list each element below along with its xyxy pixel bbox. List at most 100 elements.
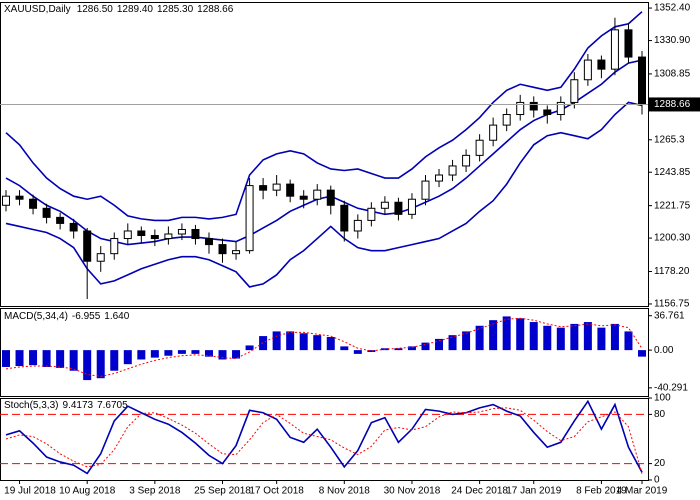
candle-body	[42, 207, 51, 218]
candle-body	[56, 216, 65, 224]
x-tick-label: 8 Feb 2019	[576, 486, 627, 497]
candle-body	[516, 101, 525, 116]
candle-body	[245, 185, 254, 252]
macd-bar	[340, 346, 349, 351]
candle-body	[232, 250, 241, 255]
candle-body	[326, 189, 335, 206]
bollinger-band	[5, 101, 643, 288]
y-tick-label: 1308.85	[654, 69, 691, 80]
candle-body	[353, 219, 362, 232]
macd-bar	[489, 320, 498, 351]
panel-frame	[0, 2, 649, 307]
candle-body	[83, 230, 92, 262]
y-tick-label: 1200.30	[654, 233, 691, 244]
macd-bar	[313, 335, 322, 351]
macd-bar	[502, 316, 511, 351]
candle-body	[313, 189, 322, 200]
candle-body	[597, 59, 606, 70]
macd-bar	[191, 350, 200, 354]
candle-body	[259, 185, 268, 191]
y-tick-label: 1243.85	[654, 167, 691, 178]
macd-bar	[15, 350, 24, 367]
candle-body	[610, 29, 619, 70]
macd-bar	[286, 331, 295, 351]
candle-body	[489, 124, 498, 141]
macd-bar	[245, 345, 254, 351]
candle-body	[191, 228, 200, 240]
y-tick-label: 1330.90	[654, 35, 691, 46]
candle-body	[299, 195, 308, 200]
candle-body	[556, 101, 565, 116]
y-tick-label: 80	[654, 409, 666, 420]
stoch-line	[5, 399, 643, 475]
macd-bar	[394, 348, 403, 351]
x-tick-label: 30 Nov 2018	[384, 486, 441, 497]
macd-bar	[462, 331, 471, 351]
macd-bar	[367, 350, 376, 352]
candle-body	[462, 154, 471, 167]
candle-body	[150, 235, 159, 240]
macd-bar	[435, 338, 444, 351]
candle-body	[529, 101, 538, 111]
candle-body	[69, 222, 78, 232]
macd-bar	[421, 342, 430, 351]
candle-body	[272, 183, 281, 191]
candle-body	[177, 228, 186, 235]
macd-bar	[543, 325, 552, 351]
y-tick-label: 0	[654, 475, 660, 486]
macd-bar	[407, 346, 416, 351]
candle-body	[624, 29, 633, 58]
y-tick-label: 100	[654, 393, 671, 404]
macd-bar	[516, 318, 525, 351]
candle-body	[218, 244, 227, 255]
candle-body	[286, 183, 295, 197]
macd-bar	[96, 350, 105, 379]
candle-body	[407, 198, 416, 215]
candle-body	[543, 109, 552, 116]
macd-bar	[83, 350, 92, 381]
candle-body	[123, 230, 132, 240]
y-tick-label: -40.291	[654, 382, 688, 393]
macd-bar	[137, 350, 146, 360]
candle-body	[421, 180, 430, 200]
macd-bar	[529, 322, 538, 351]
macd-bar	[177, 350, 186, 354]
candle-body	[435, 174, 444, 182]
macd-bar	[69, 350, 78, 371]
x-tick-label: 3 Sep 2018	[129, 486, 181, 497]
x-tick-label: 4 Mar 2019	[617, 486, 668, 497]
macd-bar	[299, 333, 308, 351]
candle-body	[29, 198, 38, 209]
candle-body	[367, 207, 376, 221]
candle-body	[204, 238, 213, 246]
candle-body	[2, 195, 10, 206]
macd-bar	[326, 337, 335, 351]
y-tick-label: 1156.75	[654, 299, 690, 310]
macd-bar	[272, 331, 281, 351]
macd-bar	[232, 350, 241, 359]
candle-body	[502, 114, 511, 126]
x-tick-label: 24 Dec 2018	[451, 486, 508, 497]
y-tick-label: 1178.20	[654, 266, 690, 277]
x-tick-label: 8 Nov 2018	[319, 486, 371, 497]
macd-bar	[556, 327, 565, 351]
last-price-box	[649, 97, 700, 112]
plot	[2, 11, 646, 300]
stoch-header: Stoch(5,3,3) 9.4173 7.6705	[4, 400, 128, 411]
main-header: XAUUSD,Daily 1286.50 1289.40 1285.30 1288.66	[4, 4, 234, 15]
y-tick-label: 1352.40	[654, 3, 691, 14]
y-tick-label: 1221.75	[654, 200, 691, 211]
macd-bar	[150, 350, 159, 358]
macd-bar	[610, 323, 619, 351]
macd-bar	[110, 350, 119, 371]
candle-body	[110, 238, 119, 255]
y-tick-label: 20	[654, 458, 666, 469]
macd-bar	[475, 325, 484, 351]
candle-body	[340, 204, 349, 232]
macd-bar	[583, 322, 592, 351]
candle-body	[448, 165, 457, 176]
macd-bar	[123, 350, 132, 365]
macd-bar	[448, 335, 457, 351]
x-tick-label: 10 Aug 2018	[59, 486, 116, 497]
